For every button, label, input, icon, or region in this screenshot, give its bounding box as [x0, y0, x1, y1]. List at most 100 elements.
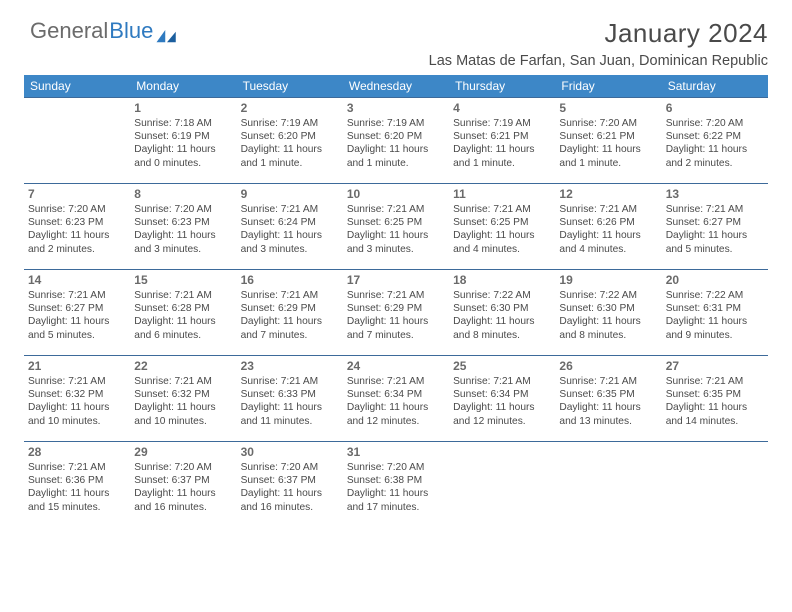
day-number: 3	[347, 101, 445, 116]
daylight-text: Daylight: 11 hours	[453, 315, 551, 328]
calendar-table: SundayMondayTuesdayWednesdayThursdayFrid…	[24, 75, 768, 528]
sunset-text: Sunset: 6:31 PM	[666, 302, 764, 315]
day-number: 13	[666, 187, 764, 202]
sunrise-text: Sunrise: 7:20 AM	[559, 117, 657, 130]
day-number: 21	[28, 359, 126, 374]
calendar-day-cell: 10Sunrise: 7:21 AMSunset: 6:25 PMDayligh…	[343, 184, 449, 270]
calendar-day-cell: 27Sunrise: 7:21 AMSunset: 6:35 PMDayligh…	[662, 356, 768, 442]
daylight-text: Daylight: 11 hours	[453, 401, 551, 414]
sunset-text: Sunset: 6:22 PM	[666, 130, 764, 143]
day-number: 9	[241, 187, 339, 202]
day-number: 19	[559, 273, 657, 288]
daylight-text: and 6 minutes.	[134, 329, 232, 342]
daylight-text: Daylight: 11 hours	[28, 229, 126, 242]
daylight-text: and 17 minutes.	[347, 501, 445, 514]
calendar-day-cell	[555, 442, 661, 528]
title-block: January 2024 Las Matas de Farfan, San Ju…	[429, 18, 768, 69]
sunset-text: Sunset: 6:34 PM	[453, 388, 551, 401]
sunrise-text: Sunrise: 7:20 AM	[347, 461, 445, 474]
day-number: 4	[453, 101, 551, 116]
sunrise-text: Sunrise: 7:21 AM	[559, 375, 657, 388]
daylight-text: Daylight: 11 hours	[666, 315, 764, 328]
calendar-day-cell: 20Sunrise: 7:22 AMSunset: 6:31 PMDayligh…	[662, 270, 768, 356]
day-number: 2	[241, 101, 339, 116]
calendar-day-cell: 22Sunrise: 7:21 AMSunset: 6:32 PMDayligh…	[130, 356, 236, 442]
daylight-text: and 2 minutes.	[666, 157, 764, 170]
calendar-day-cell: 3Sunrise: 7:19 AMSunset: 6:20 PMDaylight…	[343, 98, 449, 184]
calendar-day-cell: 29Sunrise: 7:20 AMSunset: 6:37 PMDayligh…	[130, 442, 236, 528]
calendar-week-row: 7Sunrise: 7:20 AMSunset: 6:23 PMDaylight…	[24, 184, 768, 270]
daylight-text: Daylight: 11 hours	[134, 143, 232, 156]
daylight-text: and 13 minutes.	[559, 415, 657, 428]
day-number: 25	[453, 359, 551, 374]
calendar-day-cell: 9Sunrise: 7:21 AMSunset: 6:24 PMDaylight…	[237, 184, 343, 270]
weekday-header: Tuesday	[237, 75, 343, 98]
sunrise-text: Sunrise: 7:20 AM	[666, 117, 764, 130]
sunset-text: Sunset: 6:30 PM	[559, 302, 657, 315]
daylight-text: Daylight: 11 hours	[347, 487, 445, 500]
sunrise-text: Sunrise: 7:21 AM	[559, 203, 657, 216]
calendar-day-cell: 15Sunrise: 7:21 AMSunset: 6:28 PMDayligh…	[130, 270, 236, 356]
daylight-text: Daylight: 11 hours	[453, 229, 551, 242]
daylight-text: Daylight: 11 hours	[347, 401, 445, 414]
sunset-text: Sunset: 6:27 PM	[666, 216, 764, 229]
daylight-text: Daylight: 11 hours	[666, 229, 764, 242]
day-number: 28	[28, 445, 126, 460]
daylight-text: and 7 minutes.	[347, 329, 445, 342]
brand-text-blue: Blue	[109, 18, 153, 44]
daylight-text: and 1 minute.	[559, 157, 657, 170]
day-number: 11	[453, 187, 551, 202]
calendar-day-cell: 18Sunrise: 7:22 AMSunset: 6:30 PMDayligh…	[449, 270, 555, 356]
day-number: 18	[453, 273, 551, 288]
daylight-text: Daylight: 11 hours	[241, 401, 339, 414]
sunrise-text: Sunrise: 7:22 AM	[559, 289, 657, 302]
sunset-text: Sunset: 6:34 PM	[347, 388, 445, 401]
day-number: 26	[559, 359, 657, 374]
day-number: 24	[347, 359, 445, 374]
calendar-day-cell: 31Sunrise: 7:20 AMSunset: 6:38 PMDayligh…	[343, 442, 449, 528]
daylight-text: Daylight: 11 hours	[559, 401, 657, 414]
daylight-text: and 3 minutes.	[134, 243, 232, 256]
sunset-text: Sunset: 6:30 PM	[453, 302, 551, 315]
calendar-week-row: 28Sunrise: 7:21 AMSunset: 6:36 PMDayligh…	[24, 442, 768, 528]
calendar-day-cell	[24, 98, 130, 184]
daylight-text: and 2 minutes.	[28, 243, 126, 256]
daylight-text: Daylight: 11 hours	[241, 143, 339, 156]
day-number: 12	[559, 187, 657, 202]
calendar-day-cell: 19Sunrise: 7:22 AMSunset: 6:30 PMDayligh…	[555, 270, 661, 356]
daylight-text: and 14 minutes.	[666, 415, 764, 428]
brand-text-general: General	[30, 18, 108, 44]
sunrise-text: Sunrise: 7:22 AM	[453, 289, 551, 302]
day-number: 5	[559, 101, 657, 116]
calendar-day-cell: 30Sunrise: 7:20 AMSunset: 6:37 PMDayligh…	[237, 442, 343, 528]
daylight-text: Daylight: 11 hours	[559, 143, 657, 156]
daylight-text: and 3 minutes.	[347, 243, 445, 256]
calendar-day-cell: 14Sunrise: 7:21 AMSunset: 6:27 PMDayligh…	[24, 270, 130, 356]
sunrise-text: Sunrise: 7:19 AM	[241, 117, 339, 130]
sunrise-text: Sunrise: 7:20 AM	[241, 461, 339, 474]
daylight-text: and 5 minutes.	[28, 329, 126, 342]
sunset-text: Sunset: 6:36 PM	[28, 474, 126, 487]
daylight-text: and 9 minutes.	[666, 329, 764, 342]
daylight-text: and 11 minutes.	[241, 415, 339, 428]
sunrise-text: Sunrise: 7:21 AM	[241, 203, 339, 216]
daylight-text: and 8 minutes.	[453, 329, 551, 342]
daylight-text: Daylight: 11 hours	[347, 315, 445, 328]
daylight-text: and 15 minutes.	[28, 501, 126, 514]
weekday-header: Monday	[130, 75, 236, 98]
sunset-text: Sunset: 6:37 PM	[134, 474, 232, 487]
calendar-day-cell: 8Sunrise: 7:20 AMSunset: 6:23 PMDaylight…	[130, 184, 236, 270]
sail-icon	[156, 24, 178, 38]
calendar-day-cell: 17Sunrise: 7:21 AMSunset: 6:29 PMDayligh…	[343, 270, 449, 356]
daylight-text: and 7 minutes.	[241, 329, 339, 342]
day-number: 22	[134, 359, 232, 374]
daylight-text: and 4 minutes.	[559, 243, 657, 256]
day-number: 10	[347, 187, 445, 202]
daylight-text: Daylight: 11 hours	[241, 315, 339, 328]
sunset-text: Sunset: 6:27 PM	[28, 302, 126, 315]
sunset-text: Sunset: 6:20 PM	[241, 130, 339, 143]
brand-logo: GeneralBlue	[24, 18, 178, 44]
sunrise-text: Sunrise: 7:21 AM	[666, 375, 764, 388]
sunset-text: Sunset: 6:23 PM	[28, 216, 126, 229]
daylight-text: and 8 minutes.	[559, 329, 657, 342]
